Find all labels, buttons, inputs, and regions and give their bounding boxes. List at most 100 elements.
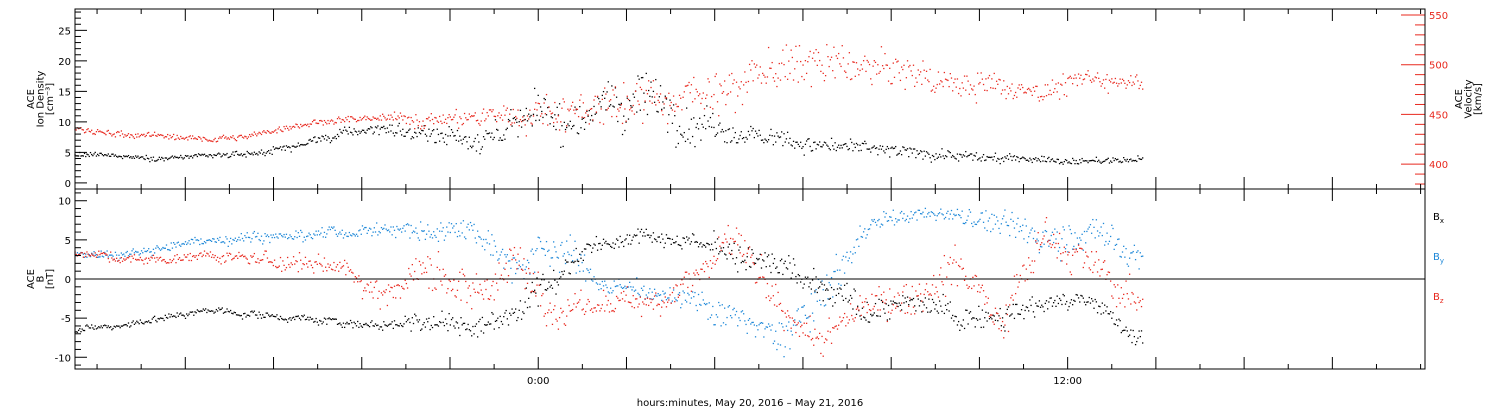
bz-point: [425, 271, 428, 274]
bx-point: [695, 240, 697, 243]
bz-point: [834, 325, 836, 328]
bx-point: [391, 321, 393, 323]
bz-point: [889, 288, 891, 290]
density-point: [820, 145, 822, 148]
by-point: [563, 253, 565, 255]
time-axis: 0:00 12:00: [96, 9, 1422, 387]
bz-point: [224, 261, 226, 263]
by-point: [1130, 252, 1132, 254]
by-point: [497, 259, 499, 261]
by-point: [646, 296, 649, 298]
bx-point: [418, 319, 421, 321]
by-point: [1086, 230, 1088, 233]
bz-point: [766, 282, 769, 285]
bz-point: [700, 268, 702, 270]
bx-point: [332, 318, 334, 320]
by-point: [142, 252, 144, 254]
bx-point: [315, 317, 317, 320]
bz-point: [503, 279, 505, 281]
bx-point: [617, 239, 619, 241]
density-point: [892, 147, 894, 150]
density-point: [763, 142, 765, 144]
velocity-point: [800, 60, 802, 63]
by-point: [194, 236, 196, 239]
density-point: [126, 155, 128, 158]
velocity-point: [480, 120, 482, 122]
velocity-point: [159, 134, 162, 136]
density-point: [196, 155, 199, 158]
bx-point: [630, 243, 632, 245]
b-axis-tick-label: 5: [65, 236, 71, 247]
bz-point: [305, 263, 308, 265]
by-point: [324, 236, 327, 238]
velocity-point: [1012, 97, 1014, 100]
density-point: [973, 154, 975, 157]
velocity-point: [583, 116, 586, 119]
by-point: [1056, 231, 1058, 233]
bz-point: [467, 287, 469, 289]
velocity-point: [153, 131, 156, 133]
velocity-point: [341, 118, 343, 121]
bx-point: [796, 282, 798, 284]
bx-point: [536, 277, 538, 279]
velocity-point: [978, 83, 980, 85]
density-point: [930, 161, 932, 163]
bx-point: [450, 318, 453, 321]
bz-point: [632, 295, 634, 297]
bz-point: [803, 322, 805, 324]
velocity-point: [1068, 76, 1070, 79]
bx-point: [668, 237, 670, 239]
bx-point: [374, 323, 377, 325]
density-point: [670, 107, 672, 109]
bx-point: [123, 324, 125, 326]
bz-point: [505, 262, 507, 264]
bz-point: [663, 302, 665, 304]
by-point: [953, 213, 955, 215]
bx-point: [615, 238, 618, 240]
density-point: [497, 129, 499, 131]
by-point: [94, 254, 96, 256]
bz-point: [453, 279, 455, 281]
b-axis-label-line-2: B: [36, 275, 47, 282]
by-point: [414, 231, 416, 233]
bz-point: [95, 256, 98, 258]
density-point: [531, 125, 533, 127]
velocity-point: [1030, 90, 1032, 93]
bx-point: [985, 311, 987, 313]
density-point: [266, 151, 269, 153]
bx-point: [718, 253, 720, 255]
bz-point: [828, 317, 830, 319]
density-point: [215, 154, 218, 157]
by-point: [98, 256, 100, 258]
by-point: [1001, 218, 1004, 220]
bz-point: [142, 259, 144, 262]
density-point: [213, 154, 215, 156]
bz-point: [553, 308, 555, 311]
velocity-point: [187, 139, 189, 141]
bx-point: [449, 324, 451, 326]
by-point: [323, 231, 326, 234]
bx-point: [175, 316, 177, 319]
velocity-point: [587, 114, 589, 116]
bz-point: [358, 275, 360, 277]
density-point: [330, 140, 333, 142]
velocity-point: [925, 70, 928, 72]
bx-point: [311, 318, 314, 320]
bz-point: [940, 267, 942, 269]
by-point: [877, 220, 879, 222]
bx-point: [1071, 304, 1074, 306]
velocity-point: [431, 118, 434, 121]
by-point: [494, 245, 497, 247]
bx-point: [341, 326, 343, 328]
velocity-point: [87, 128, 89, 130]
velocity-point: [1079, 77, 1081, 79]
density-point: [428, 128, 430, 130]
density-point: [758, 129, 760, 132]
velocity-point: [813, 52, 815, 54]
density-point: [709, 116, 712, 119]
velocity-point: [1042, 98, 1044, 101]
bz-point: [866, 311, 868, 314]
velocity-point: [974, 93, 976, 96]
density-point: [729, 141, 732, 143]
